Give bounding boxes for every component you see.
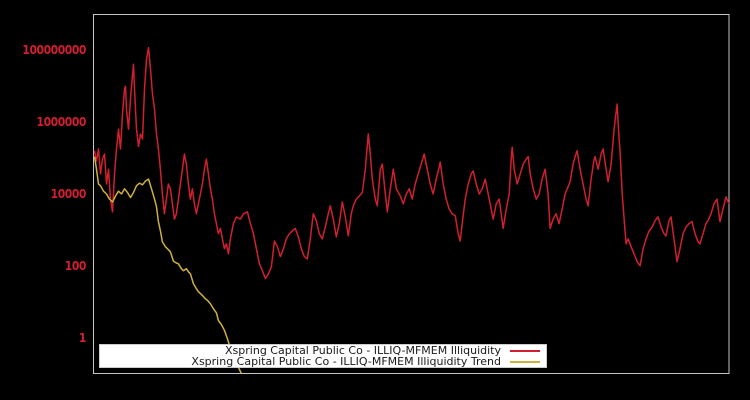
series-line-illiquidity <box>93 46 730 280</box>
legend-label-illiquidity: Xspring Capital Public Co - ILLIQ-MFMEM … <box>225 344 501 357</box>
plot-border <box>93 14 730 374</box>
legend-line-sample-illiquidity-icon <box>510 349 540 352</box>
y-axis-tick-label-100: 100 <box>64 258 87 273</box>
series-line-trend <box>93 156 243 374</box>
legend-row-trend: Xspring Capital Public Co - ILLIQ-MFMEM … <box>100 356 546 367</box>
y-axis-tick-label-100000000: 100000000 <box>22 43 86 58</box>
legend: Xspring Capital Public Co - ILLIQ-MFMEM … <box>99 344 547 368</box>
y-axis-tick-label-1: 1 <box>78 330 87 345</box>
legend-label-trend: Xspring Capital Public Co - ILLIQ-MFMEM … <box>191 355 501 368</box>
legend-line-sample-trend-icon <box>510 360 540 363</box>
y-axis-tick-label-10000: 10000 <box>50 187 87 201</box>
legend-row-illiquidity: Xspring Capital Public Co - ILLIQ-MFMEM … <box>100 345 546 356</box>
y-axis-tick-label-1000000: 1000000 <box>36 115 87 130</box>
